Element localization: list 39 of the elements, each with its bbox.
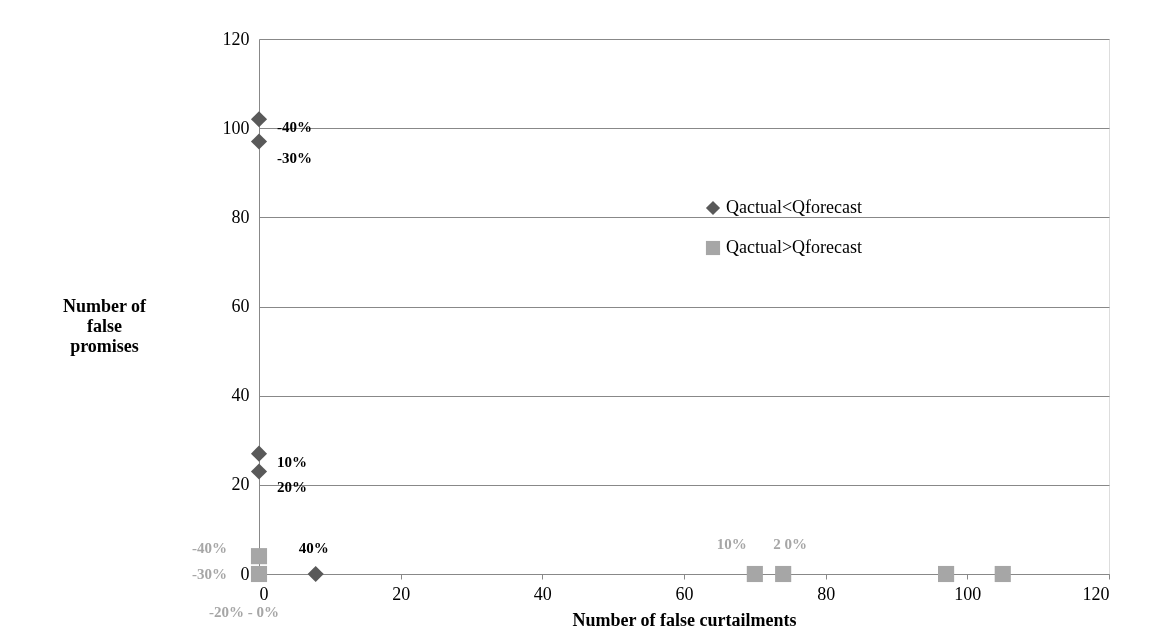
x-tick-label: 40 xyxy=(533,583,552,604)
point xyxy=(250,111,268,128)
point xyxy=(938,565,955,583)
annotation: -40% xyxy=(277,119,312,136)
x-tick-label: 80 xyxy=(817,583,836,604)
annotation: 20% xyxy=(277,479,307,496)
point xyxy=(307,565,324,583)
annotation: -30% xyxy=(277,149,312,166)
x-tick-label: 60 xyxy=(675,583,694,604)
annotation: 10% xyxy=(716,536,747,552)
y-tick-label: 20 xyxy=(231,474,250,495)
x-tick-label: 0 xyxy=(259,583,269,604)
point xyxy=(250,548,268,565)
point xyxy=(746,565,763,583)
legend-label: Qactual>Qforecast xyxy=(726,237,863,257)
legend-label: Qactual<Qforecast xyxy=(726,197,863,217)
annotation: -40% xyxy=(192,540,227,557)
annotation: 2 0% xyxy=(773,536,807,552)
y-axis-title: Number of false promises xyxy=(62,296,148,356)
y-tick-label: 60 xyxy=(231,296,250,316)
x-axis-title: Number of false curtailments xyxy=(572,609,797,630)
y-tick-label: 0 xyxy=(240,563,250,584)
y-tick-label: 80 xyxy=(231,206,250,227)
point xyxy=(250,445,268,462)
x-tick-label: 120 xyxy=(1082,583,1110,604)
y-tick-label: 120 xyxy=(222,28,250,49)
y-tick-label: 40 xyxy=(231,385,250,406)
annotation: 10% xyxy=(277,453,307,470)
point xyxy=(250,565,268,583)
text: -30% xyxy=(192,566,227,582)
point xyxy=(775,565,792,583)
x-tick-label: 20 xyxy=(392,583,411,604)
annotation: 40% xyxy=(298,540,329,556)
point xyxy=(250,463,268,480)
annotation: -20% - 0% xyxy=(209,604,279,620)
y-tick-label: 100 xyxy=(222,117,250,138)
point xyxy=(994,565,1011,583)
x-tick-label: 100 xyxy=(954,583,982,604)
point xyxy=(250,133,268,150)
